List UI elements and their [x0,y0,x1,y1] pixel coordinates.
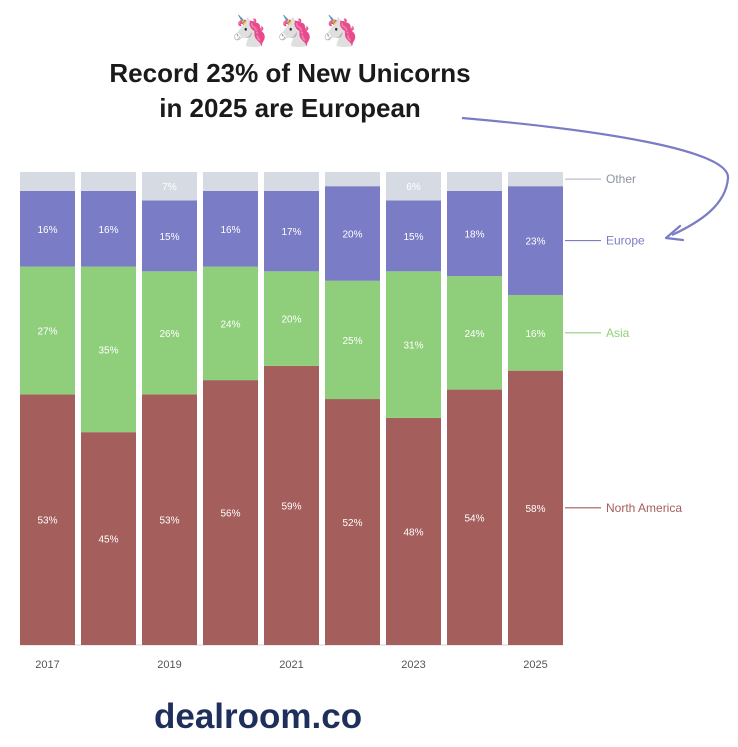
chart-title-line-1: Record 23% of New Unicorns [109,58,471,88]
data-label-europe: 15% [159,232,179,243]
bar-segment-europe [203,190,258,267]
chart-title: Record 23% of New Unicorns in 2025 are E… [0,56,580,126]
unicorn-icon: 🦄 [321,14,360,49]
bar-segment-asia [142,271,197,395]
legend-label-north-america: North America [606,501,682,515]
bar-stack-2018: 45% 35% 16% [81,172,136,645]
bar-stack-2025: 58% 16% 23% [508,172,563,645]
bar-segment-asia [447,276,502,390]
data-label-asia: 16% [525,329,545,340]
bar-segment-asia [81,266,136,433]
bar-segment-north-america [20,394,75,645]
bar-stack-2022: 52% 25% 20% [325,172,380,645]
chart-title-line-2: in 2025 are European [159,93,421,123]
data-label-north-america: 53% [37,516,57,527]
data-label-europe: 17% [281,227,301,238]
x-tick-label: 2021 [279,659,303,671]
unicorn-icon: 🦄 [276,14,314,49]
data-label-europe: 16% [220,225,240,236]
bar-segment-north-america [264,365,319,645]
data-label-asia: 20% [281,315,301,326]
bar-segment-other [81,172,136,191]
bar-segment-europe [264,190,319,272]
unicorn-emoji-row: 🦄 🦄 🦄 [230,12,360,52]
bar-segment-other [386,172,441,201]
unicorn-icon: 🦄 [230,14,269,49]
bar-stack-2020: 56% 24% 16% [203,172,258,645]
bar-segment-north-america [386,417,441,645]
bar-segment-europe [20,190,75,267]
annotation-arrow [461,116,730,236]
bar-segment-north-america [142,394,197,645]
bar-segment-other [203,172,258,191]
bar-segment-asia [203,266,258,381]
bar-segment-europe [447,190,502,277]
data-label-other: 6% [406,182,421,193]
bar-stack-2017: 53% 27% 16% [20,172,75,645]
bar-segment-europe [386,200,441,272]
x-tick-label: 2025 [523,659,547,671]
data-label-europe: 16% [98,225,118,236]
data-label-europe: 20% [342,229,362,240]
data-label-north-america: 59% [281,501,301,512]
bar-segment-asia [386,271,441,418]
data-label-north-america: 45% [98,535,118,546]
bar-segment-north-america [203,380,258,645]
data-label-europe: 23% [525,237,545,248]
bar-segment-asia [264,271,319,366]
data-label-asia: 24% [220,319,240,330]
data-label-asia: 25% [342,336,362,347]
bar-segment-europe [508,186,563,295]
bar-segment-north-america [325,399,380,645]
legend-label-europe: Europe [606,234,645,248]
annotation-arrow-head [664,224,685,242]
bar-segment-other [447,172,502,191]
bar-segment-north-america [81,432,136,645]
data-label-asia: 35% [98,345,118,356]
data-label-europe: 18% [464,229,484,240]
data-label-north-america: 56% [220,509,240,520]
x-tick-label: 2017 [35,659,59,671]
bar-stack-2024: 54% 24% 18% [447,172,502,645]
data-label-asia: 27% [37,326,57,337]
bar-segment-other [325,172,380,187]
bar-segment-asia [508,294,563,371]
brand-logo-text: dealroom.co [154,697,363,736]
data-label-europe: 15% [403,232,423,243]
data-label-north-america: 48% [403,527,423,538]
data-label-north-america: 58% [525,504,545,515]
bar-segment-europe [142,200,197,272]
legend-label-asia: Asia [606,326,630,340]
data-label-europe: 16% [37,225,57,236]
bar-segment-north-america [508,370,563,645]
x-tick-label: 2023 [401,659,425,671]
data-label-asia: 24% [464,329,484,340]
data-label-other: 7% [162,182,177,193]
bar-segment-other [264,172,319,191]
bar-segment-other [142,172,197,201]
bar-segment-other [20,172,75,191]
data-label-north-america: 54% [464,513,484,524]
legend-label-other: Other [606,172,636,186]
bar-segment-other [508,172,563,187]
bar-stack-2023: 48% 31% 15% 6% [386,172,441,645]
data-label-north-america: 52% [342,518,362,529]
bar-segment-north-america [447,389,502,645]
data-label-asia: 31% [403,341,423,352]
bar-segment-europe [325,186,380,281]
bar-stack-2019: 53% 26% 15% 7% [142,172,197,645]
data-label-north-america: 53% [159,516,179,527]
bar-stack-2021: 59% 20% 17% [264,172,319,645]
bar-segment-europe [81,190,136,267]
bar-segment-asia [20,266,75,395]
x-tick-label: 2019 [157,659,181,671]
bar-segment-asia [325,280,380,400]
data-label-asia: 26% [159,329,179,340]
